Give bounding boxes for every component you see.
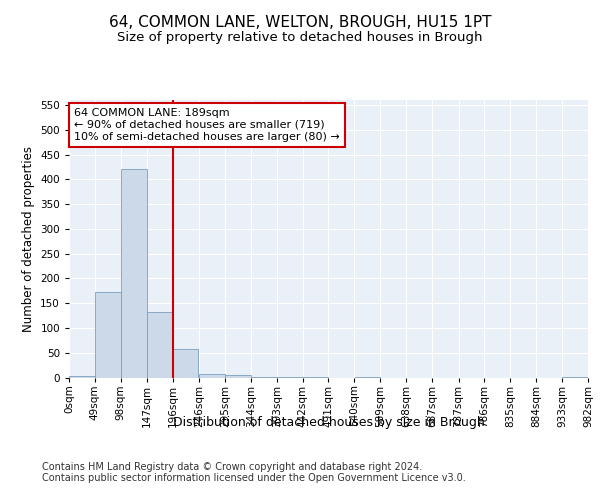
Bar	[147, 312, 172, 378]
Bar	[173, 350, 199, 378]
Y-axis label: Number of detached properties: Number of detached properties	[22, 146, 35, 332]
Text: 64, COMMON LANE, WELTON, BROUGH, HU15 1PT: 64, COMMON LANE, WELTON, BROUGH, HU15 1P…	[109, 15, 491, 30]
Bar	[225, 375, 251, 378]
Text: Distribution of detached houses by size in Brough: Distribution of detached houses by size …	[173, 416, 485, 429]
Bar	[95, 292, 121, 378]
Text: Size of property relative to detached houses in Brough: Size of property relative to detached ho…	[117, 31, 483, 44]
Text: 64 COMMON LANE: 189sqm
← 90% of detached houses are smaller (719)
10% of semi-de: 64 COMMON LANE: 189sqm ← 90% of detached…	[74, 108, 340, 142]
Text: Contains HM Land Registry data © Crown copyright and database right 2024.
Contai: Contains HM Land Registry data © Crown c…	[42, 462, 466, 483]
Bar	[69, 376, 95, 378]
Bar	[251, 376, 277, 378]
Bar	[562, 376, 588, 378]
Bar	[199, 374, 225, 378]
Bar	[121, 170, 146, 378]
